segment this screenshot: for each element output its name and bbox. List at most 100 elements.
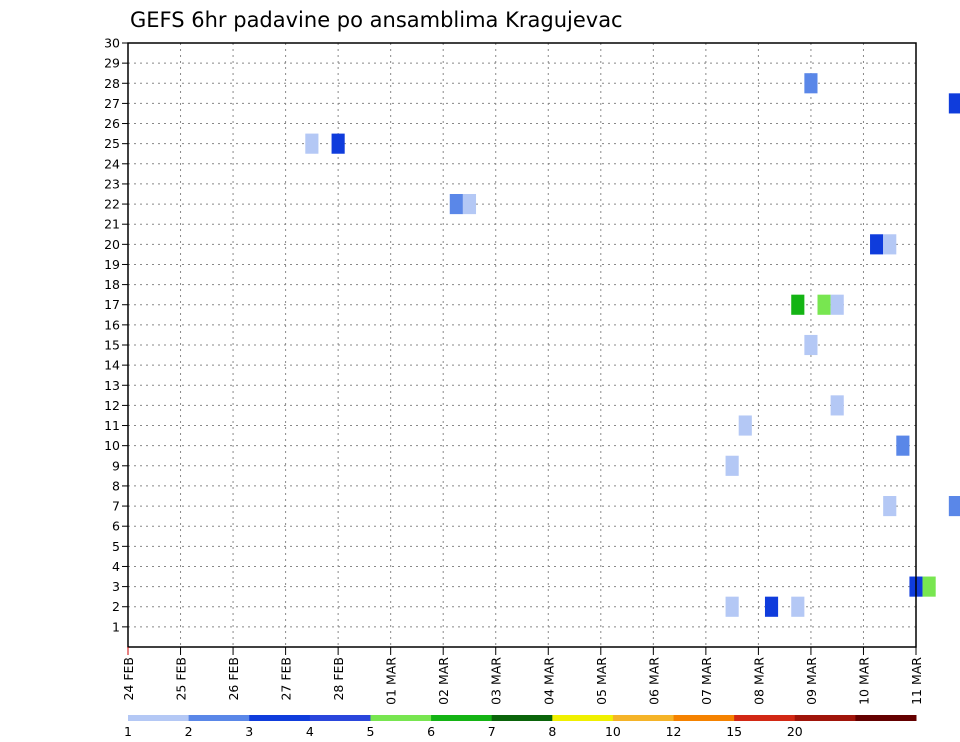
precip-cell <box>725 455 739 476</box>
x-tick-label: 06 MAR <box>646 657 661 705</box>
precip-cell <box>922 576 936 597</box>
x-tick-label: 09 MAR <box>804 657 819 705</box>
y-tick-label: 6 <box>112 519 120 534</box>
x-tick-label: 25 FEB <box>174 657 189 701</box>
precip-cell <box>804 73 818 94</box>
colorbar-swatch <box>552 715 614 721</box>
colorbar-swatch <box>673 715 735 721</box>
precip-cell <box>462 194 477 215</box>
precip-cell <box>738 415 752 436</box>
colorbar-label: 8 <box>548 724 556 739</box>
y-tick-label: 4 <box>112 559 120 574</box>
x-tick-label: 27 FEB <box>279 657 294 701</box>
precip-cell <box>449 194 463 215</box>
y-tick-label: 8 <box>112 478 120 493</box>
y-tick-label: 30 <box>104 36 120 51</box>
y-tick-label: 24 <box>104 156 120 171</box>
y-tick-label: 10 <box>104 438 120 453</box>
colorbar-label: 20 <box>787 724 803 739</box>
precip-cell <box>830 294 844 315</box>
y-tick-label: 20 <box>104 237 120 252</box>
precip-cell <box>870 234 884 255</box>
x-tick-label: 05 MAR <box>594 657 609 705</box>
x-tick-label: 24 FEB <box>121 657 136 701</box>
y-tick-label: 9 <box>112 458 120 473</box>
colorbar-label: 10 <box>605 724 621 739</box>
x-tick-label: 10 MAR <box>856 657 871 705</box>
precip-cell <box>791 596 805 617</box>
precip-cell <box>331 133 345 154</box>
y-tick-label: 16 <box>104 317 120 332</box>
x-tick-label: 01 MAR <box>384 657 399 705</box>
colorbar-label: 15 <box>726 724 742 739</box>
x-tick-label: 26 FEB <box>226 657 241 701</box>
y-tick-label: 18 <box>104 277 120 292</box>
x-axis: 24 FEB 25 FEB 26 FEB 27 FEB 28 FEB 01 MAR 02 M… <box>121 647 924 705</box>
precip-cell <box>764 596 779 617</box>
precip-cell <box>948 496 960 517</box>
colorbar-swatch <box>794 715 856 721</box>
x-tick-label: 07 MAR <box>699 657 714 705</box>
y-tick-label: 14 <box>104 358 120 373</box>
precip-cell <box>804 334 818 356</box>
colorbar-label: 6 <box>427 724 435 739</box>
y-tick-label: 12 <box>104 398 120 413</box>
plot-frame <box>127 42 917 648</box>
colorbar-legend: 1 2 3 4 5 6 7 8 10 12 15 20 <box>124 715 917 739</box>
y-tick-label: 22 <box>104 197 120 212</box>
y-tick-label: 13 <box>104 378 120 393</box>
y-tick-label: 3 <box>112 579 120 594</box>
colorbar-label: 5 <box>366 724 374 739</box>
colorbar-label: 7 <box>488 724 496 739</box>
precip-cell <box>896 435 910 456</box>
colorbar-swatch <box>431 715 493 721</box>
y-tick-label: 25 <box>104 136 120 151</box>
y-axis: 1234567891011121314151617181920212223242… <box>104 36 128 634</box>
y-tick-label: 5 <box>112 539 120 554</box>
y-tick-label: 19 <box>104 257 120 272</box>
x-tick-label: 04 MAR <box>541 657 556 705</box>
x-tick-label: 02 MAR <box>436 657 451 705</box>
y-tick-label: 11 <box>104 418 120 433</box>
precip-cell <box>883 496 897 517</box>
y-tick-label: 29 <box>104 56 120 71</box>
colorbar-label: 12 <box>666 724 682 739</box>
colorbar-swatch <box>491 715 553 721</box>
y-tick-label: 7 <box>112 499 120 514</box>
data-cells <box>305 73 960 617</box>
colorbar-swatch <box>370 715 432 721</box>
y-tick-label: 23 <box>104 176 120 191</box>
precip-cell <box>305 133 319 154</box>
colorbar-swatch <box>128 715 190 721</box>
x-tick-label: 11 MAR <box>909 657 924 705</box>
y-tick-label: 17 <box>104 297 120 312</box>
y-tick-label: 28 <box>104 76 120 91</box>
y-tick-label: 26 <box>104 116 120 131</box>
colorbar-swatch <box>309 715 371 721</box>
precip-cell <box>725 596 739 617</box>
precip-cell <box>948 93 960 114</box>
precip-cell <box>791 294 805 315</box>
precip-cell <box>830 395 844 416</box>
x-tick-label: 08 MAR <box>751 657 766 705</box>
chart-title: GEFS 6hr padavine po ansamblima Kragujev… <box>130 8 623 32</box>
colorbar-label: 3 <box>245 724 253 739</box>
colorbar-label: 1 <box>124 724 132 739</box>
colorbar-label: 2 <box>185 724 193 739</box>
y-tick-label: 15 <box>104 338 120 353</box>
colorbar-label: 4 <box>306 724 314 739</box>
colorbar-swatch <box>188 715 250 721</box>
x-tick-label: 28 FEB <box>331 657 346 701</box>
y-tick-label: 1 <box>112 619 120 634</box>
precip-cell <box>883 234 897 255</box>
y-tick-label: 21 <box>104 217 120 232</box>
colorbar-swatch <box>734 715 796 721</box>
colorbar-swatch <box>249 715 311 721</box>
precip-cell <box>817 294 831 315</box>
y-tick-label: 2 <box>112 599 120 614</box>
y-tick-label: 27 <box>104 96 120 111</box>
colorbar-swatch <box>612 715 675 721</box>
x-tick-label: 03 MAR <box>489 657 504 705</box>
colorbar-swatch <box>855 715 917 721</box>
